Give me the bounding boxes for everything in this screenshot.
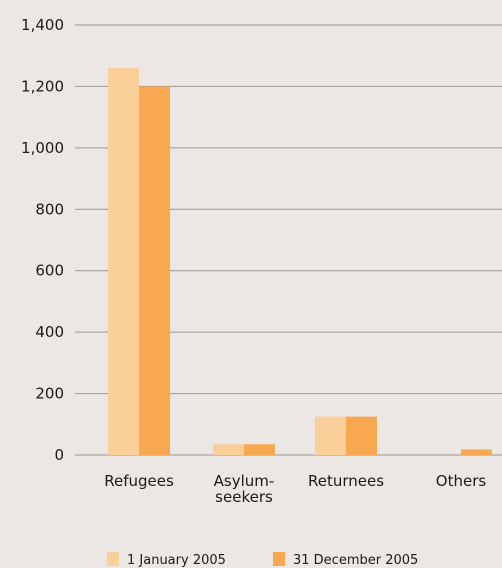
x-category-label: Refugees <box>104 472 174 490</box>
x-category-label: Others <box>436 472 487 490</box>
x-category-label: seekers <box>215 488 273 506</box>
bar <box>461 449 492 455</box>
legend-label: 31 December 2005 <box>293 553 418 568</box>
bar <box>315 416 346 455</box>
x-category-label: Returnees <box>308 472 384 490</box>
legend-swatch <box>273 552 285 566</box>
x-category-label: Asylum- <box>214 472 275 490</box>
y-tick-label: 200 <box>35 385 64 403</box>
legend-swatch <box>107 552 119 566</box>
bar <box>244 444 275 455</box>
y-tick-label: 1,200 <box>21 77 64 95</box>
y-tick-label: 0 <box>54 446 64 464</box>
bar <box>139 86 170 455</box>
legend-label: 1 January 2005 <box>127 553 226 568</box>
bar <box>346 416 377 455</box>
bar <box>108 68 139 455</box>
legend: 1 January 2005 31 December 2005 <box>107 552 418 568</box>
y-tick-label: 1,000 <box>21 139 64 157</box>
bars <box>108 68 492 455</box>
x-axis-category-labels: Refugees Asylum-seekers Returnees Others <box>104 472 486 506</box>
y-tick-label: 800 <box>35 200 64 218</box>
y-tick-label: 600 <box>35 262 64 280</box>
y-axis-tick-labels: 0 200 400 600 800 1,000 1,200 1,400 <box>21 16 64 464</box>
y-tick-label: 1,400 <box>21 16 64 34</box>
y-tick-label: 400 <box>35 323 64 341</box>
bar <box>213 444 244 455</box>
